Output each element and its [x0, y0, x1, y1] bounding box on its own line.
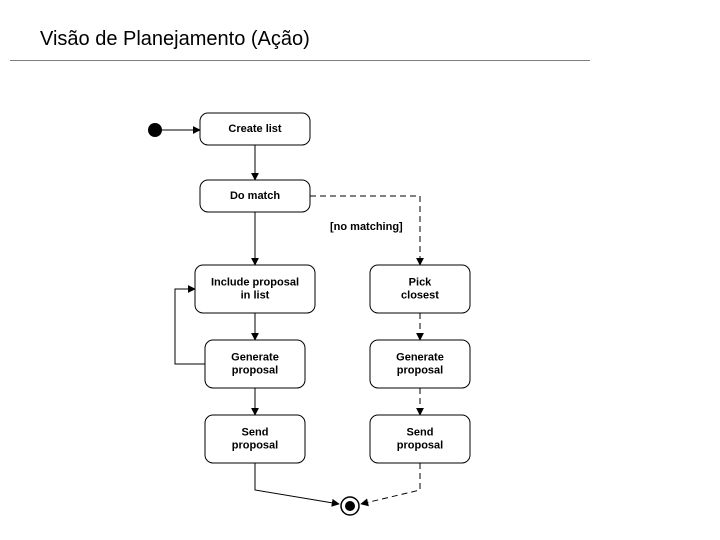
node-create: Create list: [200, 113, 310, 145]
node-genL-label-1: proposal: [232, 365, 278, 377]
node-genR-label-0: Generate: [396, 352, 444, 364]
node-include-label-1: in list: [241, 290, 270, 302]
node-sendR-label-1: proposal: [397, 440, 443, 452]
node-pick-label-1: closest: [401, 290, 439, 302]
final-node-dot: [345, 501, 355, 511]
node-sendR-label-0: Send: [407, 427, 434, 439]
node-sendR: Sendproposal: [370, 415, 470, 463]
edge-sendR-final: [361, 463, 420, 504]
activity-diagram: Create list Do match Include proposalin li…: [0, 0, 720, 540]
node-genL-label-0: Generate: [231, 352, 279, 364]
node-sendL-label-0: Send: [242, 427, 269, 439]
node-domatch: Do match: [200, 180, 310, 212]
initial-node: [148, 123, 162, 137]
guard-no-matching: [no matching]: [330, 221, 403, 233]
node-pick: Pickclosest: [370, 265, 470, 313]
node-genL: Generateproposal: [205, 340, 305, 388]
node-sendL: Sendproposal: [205, 415, 305, 463]
node-domatch-label-0: Do match: [230, 190, 280, 202]
edge-sendL-final: [255, 463, 339, 504]
node-genR-label-1: proposal: [397, 365, 443, 377]
node-sendL-label-1: proposal: [232, 440, 278, 452]
node-include: Include proposalin list: [195, 265, 315, 313]
node-include-label-0: Include proposal: [211, 277, 299, 289]
node-pick-label-0: Pick: [409, 277, 433, 289]
node-create-label-0: Create list: [228, 123, 282, 135]
node-genR: Generateproposal: [370, 340, 470, 388]
